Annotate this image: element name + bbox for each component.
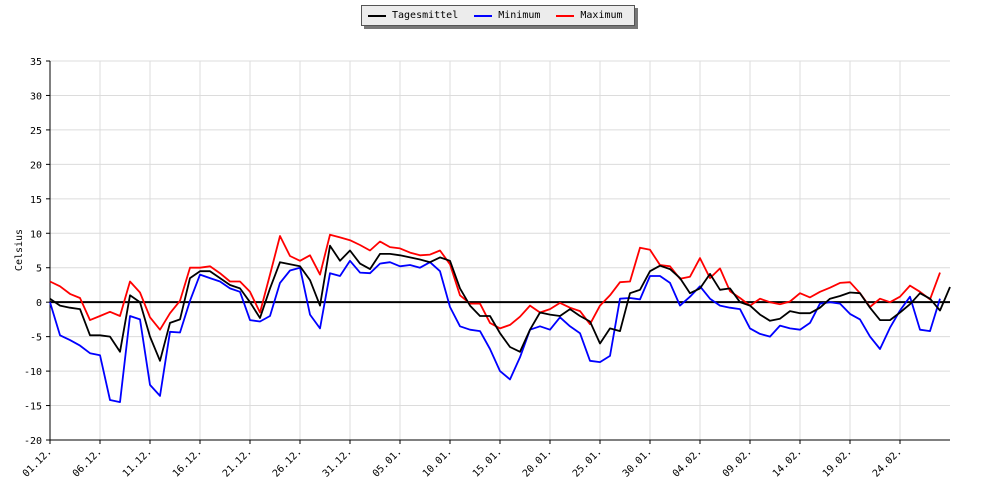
legend: Tagesmittel Minimum Maximum (361, 5, 635, 26)
y-axis-label: Celsius (14, 229, 25, 271)
x-tick-label: 26.12. (271, 446, 304, 479)
y-tick-label: 20 (30, 160, 42, 171)
y-tick-label: 10 (30, 229, 42, 240)
series-line-maximum (49, 233, 941, 331)
legend-item-maximum: Maximum (556, 10, 623, 21)
y-tick-label: -5 (30, 333, 42, 344)
legend-item-tagesmittel: Tagesmittel (368, 10, 458, 21)
series-line-tagesmittel (49, 244, 951, 362)
x-tick-label: 31.12. (321, 446, 354, 479)
x-tick-label: 04.02. (671, 446, 704, 479)
legend-label-maximum: Maximum (580, 10, 623, 21)
x-tick-label: 01.12. (21, 446, 54, 479)
x-tick-label: 09.02. (721, 446, 754, 479)
x-tick-label: 25.01. (571, 446, 604, 479)
y-tick-label: -10 (24, 367, 42, 378)
x-tick-label: 20.01. (521, 446, 554, 479)
x-tick-label: 30.01. (621, 446, 654, 479)
legend-label-minimum: Minimum (498, 10, 541, 21)
y-tick-label: 30 (30, 91, 42, 102)
series-line-minimum (49, 259, 941, 404)
y-tick-label: 15 (30, 195, 42, 206)
legend-swatch-minimum (474, 14, 493, 17)
x-tick-label: 06.12. (71, 446, 104, 479)
x-tick-label: 21.12. (221, 446, 254, 479)
y-tick-label: -15 (24, 402, 42, 413)
y-tick-label: -20 (24, 436, 42, 447)
x-tick-label: 19.02. (821, 446, 854, 479)
legend-swatch-tagesmittel (368, 14, 386, 17)
legend-item-minimum: Minimum (474, 10, 540, 21)
legend-swatch-maximum (556, 14, 575, 17)
y-tick-label: 5 (36, 264, 42, 275)
x-tick-label: 05.01. (371, 446, 404, 479)
x-tick-label: 11.12. (121, 446, 154, 479)
x-tick-label: 14.02. (771, 446, 804, 479)
legend-label-tagesmittel: Tagesmittel (392, 10, 459, 21)
x-tick-label: 15.01. (471, 446, 504, 479)
x-tick-label: 10.01. (421, 446, 454, 479)
y-tick-label: 35 (30, 57, 42, 68)
y-tick-label: 0 (36, 298, 42, 309)
grid (49, 60, 950, 441)
y-tick-label: 25 (30, 126, 42, 137)
x-tick-label: 16.12. (171, 446, 204, 479)
series-lines (49, 233, 951, 404)
x-tick-label: 24.02. (871, 446, 904, 479)
